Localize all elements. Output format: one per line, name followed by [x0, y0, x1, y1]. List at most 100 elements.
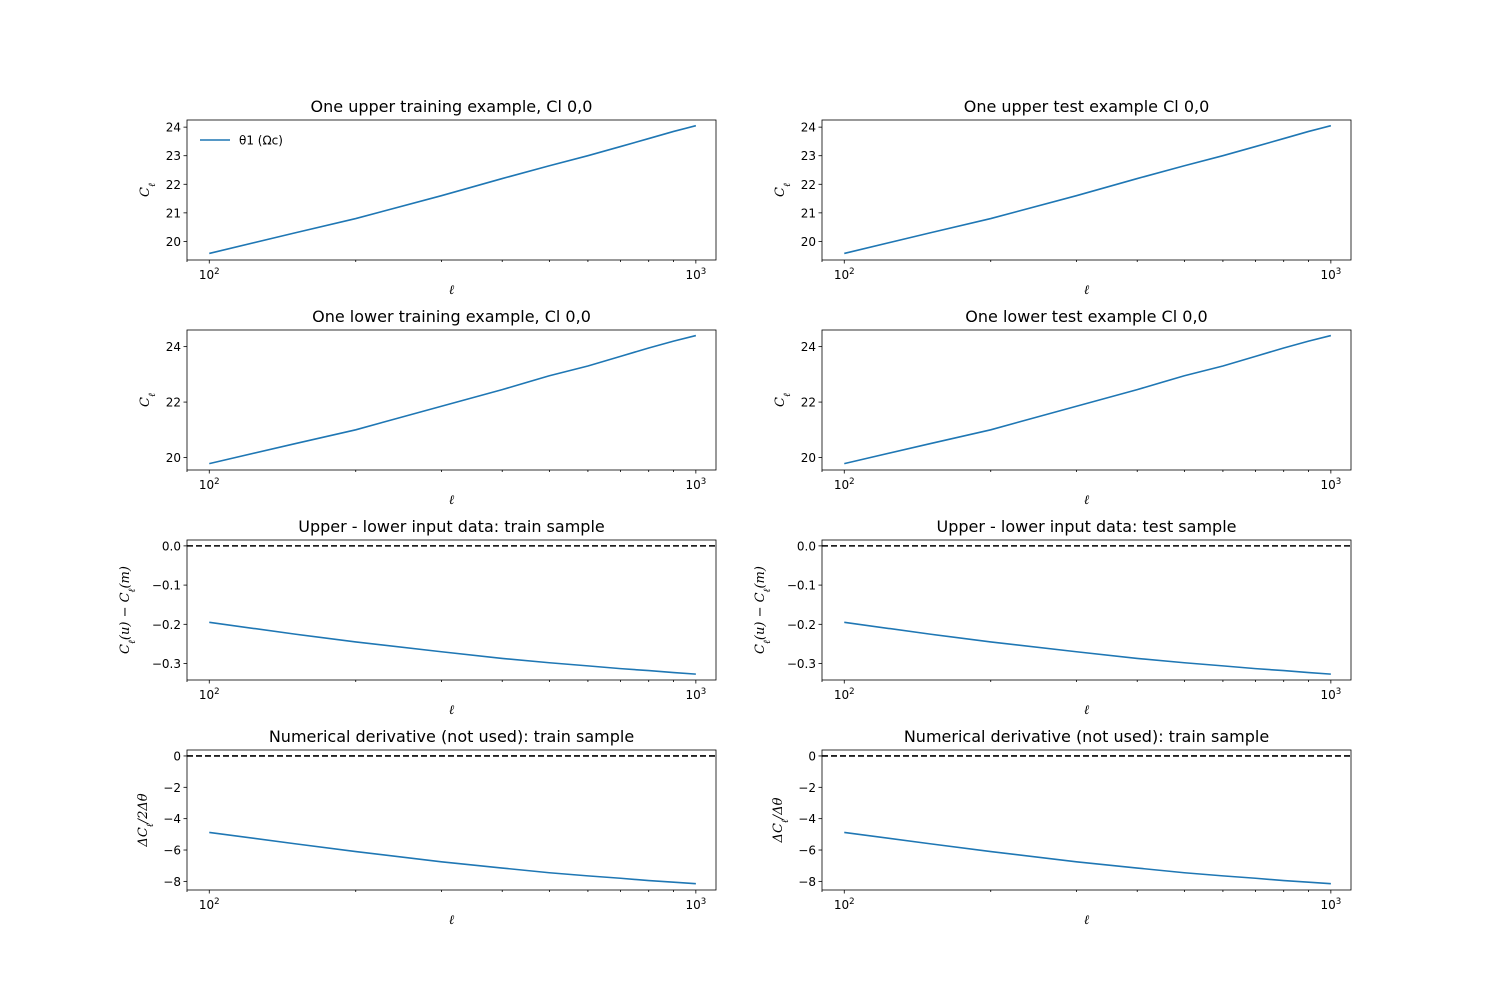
y-axis-label: Cℓ​(u) − Cℓ​(m) — [118, 566, 138, 654]
y-tick-label: 0.0 — [162, 539, 181, 553]
x-tick-label: 103​ — [685, 267, 706, 282]
series-line-1 — [844, 621, 1331, 675]
y-tick-label: −8 — [163, 875, 181, 889]
subplot-5: Upper - lower input data: train sample 10… — [118, 517, 717, 718]
x-axis-label: ℓ — [449, 913, 455, 928]
x-tick-label: 103​ — [1320, 897, 1341, 912]
y-tick-label: 22 — [166, 396, 181, 410]
axes-frame — [821, 119, 1352, 261]
subplot-1: One upper training example, Cl 0,0 102​ 10… — [138, 97, 717, 298]
x-tick-label: 103​ — [1320, 477, 1341, 492]
subplot-6: Upper - lower input data: test sample 102… — [753, 517, 1352, 718]
subplot-title: One upper test example Cl 0,0 — [964, 97, 1210, 116]
axes-frame — [186, 119, 717, 261]
x-tick-label: 102​ — [834, 267, 855, 282]
x-tick-label: 103​ — [685, 477, 706, 492]
legend-label: θ1 (Ωc) — [239, 134, 283, 148]
series-line-1 — [209, 621, 696, 675]
subplot-title: One lower training example, Cl 0,0 — [312, 307, 591, 326]
x-tick-label: 103​ — [1320, 267, 1341, 282]
y-tick-label: 20 — [166, 235, 181, 249]
x-tick-label: 102​ — [834, 687, 855, 702]
series-line-1 — [209, 831, 696, 885]
x-tick-label: 102​ — [834, 897, 855, 912]
series-line-1 — [844, 334, 1332, 465]
axes-frame — [821, 749, 1352, 891]
y-tick-label: 22 — [166, 178, 181, 192]
y-tick-label: −0.2 — [787, 618, 816, 632]
y-tick-label: 22 — [801, 396, 816, 410]
subplot-title: Upper - lower input data: test sample — [937, 517, 1237, 536]
x-tick-label: 102​ — [199, 897, 220, 912]
x-tick-label: 103​ — [1320, 687, 1341, 702]
y-axis-label: Cℓ​ — [773, 183, 793, 197]
y-tick-label: 0 — [173, 749, 181, 763]
subplot-title: One upper training example, Cl 0,0 — [311, 97, 593, 116]
y-tick-label: 23 — [801, 149, 816, 163]
x-axis-label: ℓ — [449, 283, 455, 298]
x-tick-label: 102​ — [199, 267, 220, 282]
subplot-title: One lower test example Cl 0,0 — [965, 307, 1207, 326]
subplot-title: Numerical derivative (not used): train s… — [904, 727, 1269, 746]
y-tick-label: 22 — [801, 178, 816, 192]
series-line-1 — [209, 334, 697, 465]
y-axis-label: ΔCℓ​/2Δθ — [136, 793, 156, 847]
y-tick-label: 24 — [801, 121, 816, 135]
y-axis-label: Cℓ​ — [138, 183, 158, 197]
y-tick-label: −0.3 — [787, 657, 816, 671]
axes-frame — [186, 749, 717, 891]
x-axis-label: ℓ — [1084, 703, 1090, 718]
y-tick-label: −2 — [163, 781, 181, 795]
x-tick-label: 103​ — [685, 897, 706, 912]
y-tick-label: 23 — [166, 149, 181, 163]
x-axis-label: ℓ — [1084, 493, 1090, 508]
y-tick-label: −0.3 — [152, 657, 181, 671]
x-tick-label: 103​ — [685, 687, 706, 702]
y-tick-label: −0.2 — [152, 618, 181, 632]
subplot-title: Numerical derivative (not used): train s… — [269, 727, 634, 746]
subplot-2: One upper test example Cl 0,0 102​ 103​ 20 2… — [773, 97, 1352, 298]
x-tick-label: 102​ — [199, 687, 220, 702]
y-axis-label: Cℓ​ — [138, 393, 158, 407]
y-tick-label: −8 — [798, 875, 816, 889]
y-axis-label: ΔCℓ​/Δθ — [771, 797, 791, 843]
y-tick-label: 20 — [801, 451, 816, 465]
x-axis-label: ℓ — [1084, 913, 1090, 928]
y-tick-label: 24 — [801, 340, 816, 354]
y-axis-label: Cℓ​(u) − Cℓ​(m) — [753, 566, 773, 654]
subplot-3: One lower training example, Cl 0,0 102​ 10… — [138, 307, 717, 508]
y-tick-label: 0 — [808, 749, 816, 763]
axes-frame — [186, 539, 717, 681]
y-tick-label: −4 — [163, 812, 181, 826]
x-tick-label: 102​ — [834, 477, 855, 492]
subplot-8: Numerical derivative (not used): train s… — [771, 727, 1352, 928]
x-axis-label: ℓ — [449, 493, 455, 508]
y-tick-label: 24 — [166, 340, 181, 354]
y-tick-label: 20 — [801, 235, 816, 249]
y-tick-label: −2 — [798, 781, 816, 795]
y-axis-label: Cℓ​ — [773, 393, 793, 407]
axes-frame — [821, 329, 1352, 471]
y-tick-label: −0.1 — [152, 579, 181, 593]
series-line-1 — [844, 831, 1331, 885]
y-tick-label: 24 — [166, 121, 181, 135]
y-tick-label: 21 — [801, 206, 816, 220]
x-tick-label: 102​ — [199, 477, 220, 492]
y-tick-label: −0.1 — [787, 579, 816, 593]
y-tick-label: −6 — [163, 844, 181, 858]
y-tick-label: −6 — [798, 844, 816, 858]
y-tick-label: 0.0 — [797, 539, 816, 553]
y-tick-label: −4 — [798, 812, 816, 826]
axes-frame — [821, 539, 1352, 681]
subplot-4: One lower test example Cl 0,0 102​ 103​ 20 2… — [773, 307, 1352, 508]
x-axis-label: ℓ — [449, 703, 455, 718]
series-line-1 — [844, 124, 1332, 255]
axes-frame — [186, 329, 717, 471]
x-axis-label: ℓ — [1084, 283, 1090, 298]
subplot-title: Upper - lower input data: train sample — [298, 517, 604, 536]
y-tick-label: 21 — [166, 206, 181, 220]
y-tick-label: 20 — [166, 451, 181, 465]
series-line-1 — [209, 124, 697, 255]
subplot-7: Numerical derivative (not used): train s… — [136, 727, 717, 928]
